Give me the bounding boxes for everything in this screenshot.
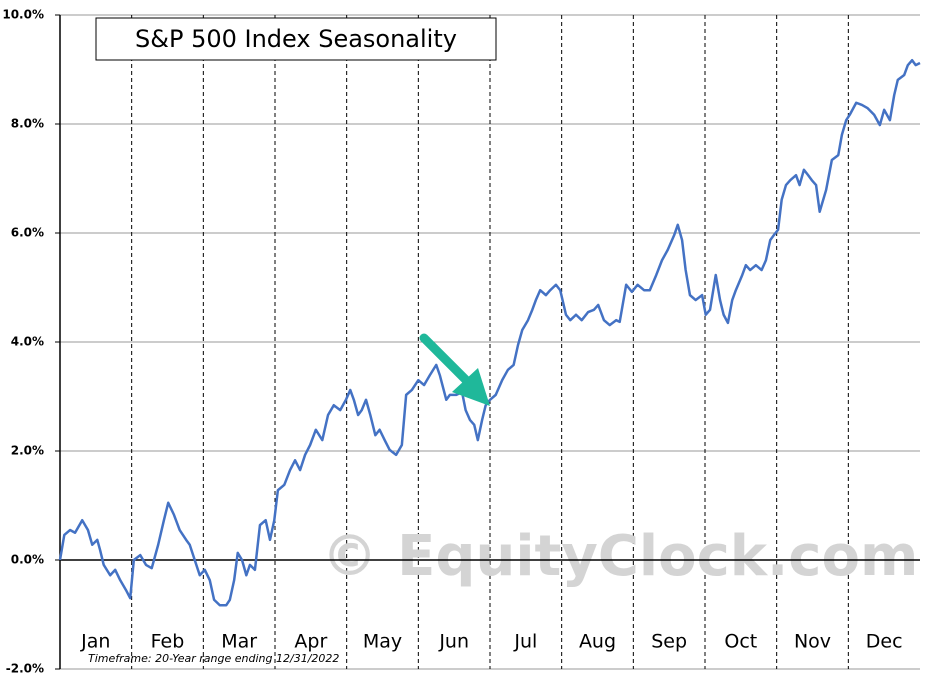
arrow-shaft	[419, 333, 475, 389]
x-tick-label: Feb	[151, 631, 185, 653]
x-tick-label: Nov	[794, 631, 831, 653]
y-tick-label: 6.0%	[11, 226, 44, 240]
chart-title: S&P 500 Index Seasonality	[135, 25, 457, 53]
y-tick-label: -2.0%	[6, 662, 44, 676]
x-tick-label: Dec	[866, 631, 903, 653]
annotation-arrow	[419, 333, 490, 406]
x-tick-label: Aug	[579, 631, 616, 653]
plot: -2.0% 0.0% 2.0% 4.0% 6.0% 8.0% 10.0% Jan Feb Mar A…	[2, 8, 921, 676]
x-tick-label: Apr	[294, 631, 327, 653]
y-tick-label: 0.0%	[11, 553, 44, 567]
footnote: Timeframe: 20-Year range ending 12/31/20…	[88, 652, 339, 665]
seasonal-line	[58, 58, 921, 607]
x-tick-label: Jul	[513, 631, 537, 653]
x-tick-label: May	[363, 631, 402, 653]
arrow-head	[452, 368, 490, 406]
x-tick-label: Oct	[724, 631, 757, 653]
y-tick-label: 4.0%	[11, 335, 44, 349]
y-tick-label: 8.0%	[11, 117, 44, 131]
x-tick-label: Sep	[651, 631, 687, 653]
y-tick-label: 10.0%	[2, 8, 44, 22]
watermark: © EquityClock.com	[322, 524, 919, 589]
x-tick-label: Jun	[438, 631, 469, 653]
x-tick-label: Jan	[80, 631, 110, 653]
y-tick-label: 2.0%	[11, 444, 44, 458]
title-box	[95, 17, 497, 61]
x-tick-label: Mar	[221, 631, 257, 653]
